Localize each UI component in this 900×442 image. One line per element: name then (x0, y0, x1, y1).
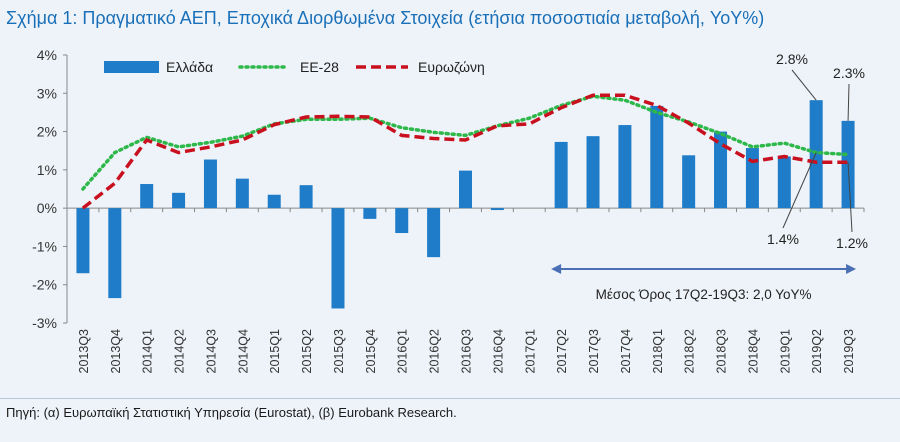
x-tick-label: 2016Q3 (460, 329, 474, 374)
range-note-label: Μέσος Όρος 17Q2-19Q3: 2,0 YoY% (596, 287, 812, 302)
annotation-leader (847, 162, 853, 233)
bar-greece (108, 208, 122, 299)
axes: -3% -2% -1% 0% 1% 2% 3% 4% 2013Q3 2013Q4 2014Q1 201… (32, 47, 865, 374)
x-tick-label: 2016Q2 (428, 329, 442, 374)
bar-greece (235, 178, 249, 209)
y-tick-label: 0% (37, 200, 57, 216)
annotation-label: 2.8% (776, 51, 808, 67)
bar-greece (299, 185, 313, 209)
x-tick-label: 2019Q1 (778, 329, 792, 374)
greece-bars (76, 100, 855, 309)
bar-greece (331, 208, 345, 309)
line-eurozone (81, 93, 849, 210)
x-tick-label: 2015Q1 (268, 329, 282, 374)
x-tick-label: 2014Q1 (141, 329, 155, 374)
x-tick-label: 2018Q4 (746, 329, 760, 374)
series-lines (81, 93, 850, 210)
legend-label-eu28: ΕΕ-28 (300, 59, 339, 75)
x-tick-label: 2014Q2 (173, 329, 187, 374)
x-tick-label: 2015Q4 (364, 329, 378, 374)
y-tick-label: 3% (37, 85, 57, 101)
x-tick-label: 2018Q1 (651, 329, 665, 374)
annotation-label: 1.2% (836, 235, 868, 251)
chart-title: Σχήμα 1: Πραγματικό ΑΕΠ, Εποχικά Διορθωμ… (6, 8, 765, 28)
bar-greece (76, 208, 90, 274)
bar-greece (140, 184, 154, 209)
y-tick-label: 1% (37, 162, 57, 178)
legend-label-eurozone: Ευρωζώνη (418, 59, 485, 75)
bar-greece (395, 208, 409, 234)
x-tick-label: 2013Q3 (77, 329, 91, 374)
y-tick-label: 2% (37, 124, 57, 140)
x-tick-label: 2019Q3 (842, 329, 856, 374)
bar-greece (267, 194, 281, 209)
bar-greece (618, 125, 632, 209)
x-tick-label: 2018Q3 (715, 329, 729, 374)
x-tick-label: 2017Q2 (555, 329, 569, 374)
legend-swatch-greece (104, 61, 159, 73)
legend-label-greece: Ελλάδα (166, 59, 213, 75)
line-eu28 (81, 94, 850, 191)
x-tick-label: 2015Q2 (300, 329, 314, 374)
bar-greece (427, 208, 441, 258)
bar-greece (650, 105, 664, 209)
x-tick-label: 2016Q4 (491, 329, 505, 374)
annotations: 2.8% 2.3% 1.4% 1.2% Μέσος Όρος 17Q2-19Q3: 2,… (551, 51, 868, 302)
bar-greece (554, 141, 568, 209)
chart: -3% -2% -1% 0% 1% 2% 3% 4% 2013Q3 2013Q4 2014Q1 201… (32, 47, 868, 374)
x-tick-label: 2018Q2 (683, 329, 697, 374)
range-arrow-left-head (551, 264, 562, 274)
y-tick-label: -1% (32, 238, 57, 254)
bar-greece (490, 208, 504, 211)
annotation-label: 1.4% (767, 231, 799, 247)
bar-greece (777, 156, 791, 209)
x-tick-label: 2014Q4 (236, 329, 250, 374)
range-arrow-right-head (846, 264, 857, 274)
footer-divider (0, 398, 900, 399)
source-note: Πηγή: (α) Ευρωπαϊκή Στατιστική Υπηρεσία … (6, 405, 457, 420)
x-tick-label: 2017Q3 (587, 329, 601, 374)
x-tick-label: 2016Q1 (396, 329, 410, 374)
x-tick-label: 2017Q4 (619, 329, 633, 374)
x-tick-label: 2015Q3 (332, 329, 346, 374)
bar-greece (203, 159, 217, 209)
bar-greece (586, 136, 600, 209)
x-tick-label: 2014Q3 (204, 329, 218, 374)
annotation-label: 2.3% (833, 65, 865, 81)
bar-greece (459, 170, 472, 209)
y-tick-label: -2% (32, 277, 57, 293)
bar-greece (714, 131, 728, 209)
y-tick-label: -3% (32, 315, 57, 331)
annotation-leader (791, 69, 817, 101)
y-tick-label: 4% (37, 47, 57, 63)
bar-greece (682, 155, 696, 209)
x-tick-label: 2019Q2 (810, 329, 824, 374)
legend: Ελλάδα ΕΕ-28 Ευρωζώνη (104, 59, 485, 75)
x-tick-label: 2013Q4 (109, 329, 123, 374)
annotation-leader (782, 152, 817, 229)
bar-greece (745, 148, 759, 209)
bar-greece (363, 208, 377, 219)
bar-greece (172, 192, 186, 209)
annotation-leader (847, 83, 850, 121)
x-tick-label: 2017Q1 (523, 329, 537, 374)
